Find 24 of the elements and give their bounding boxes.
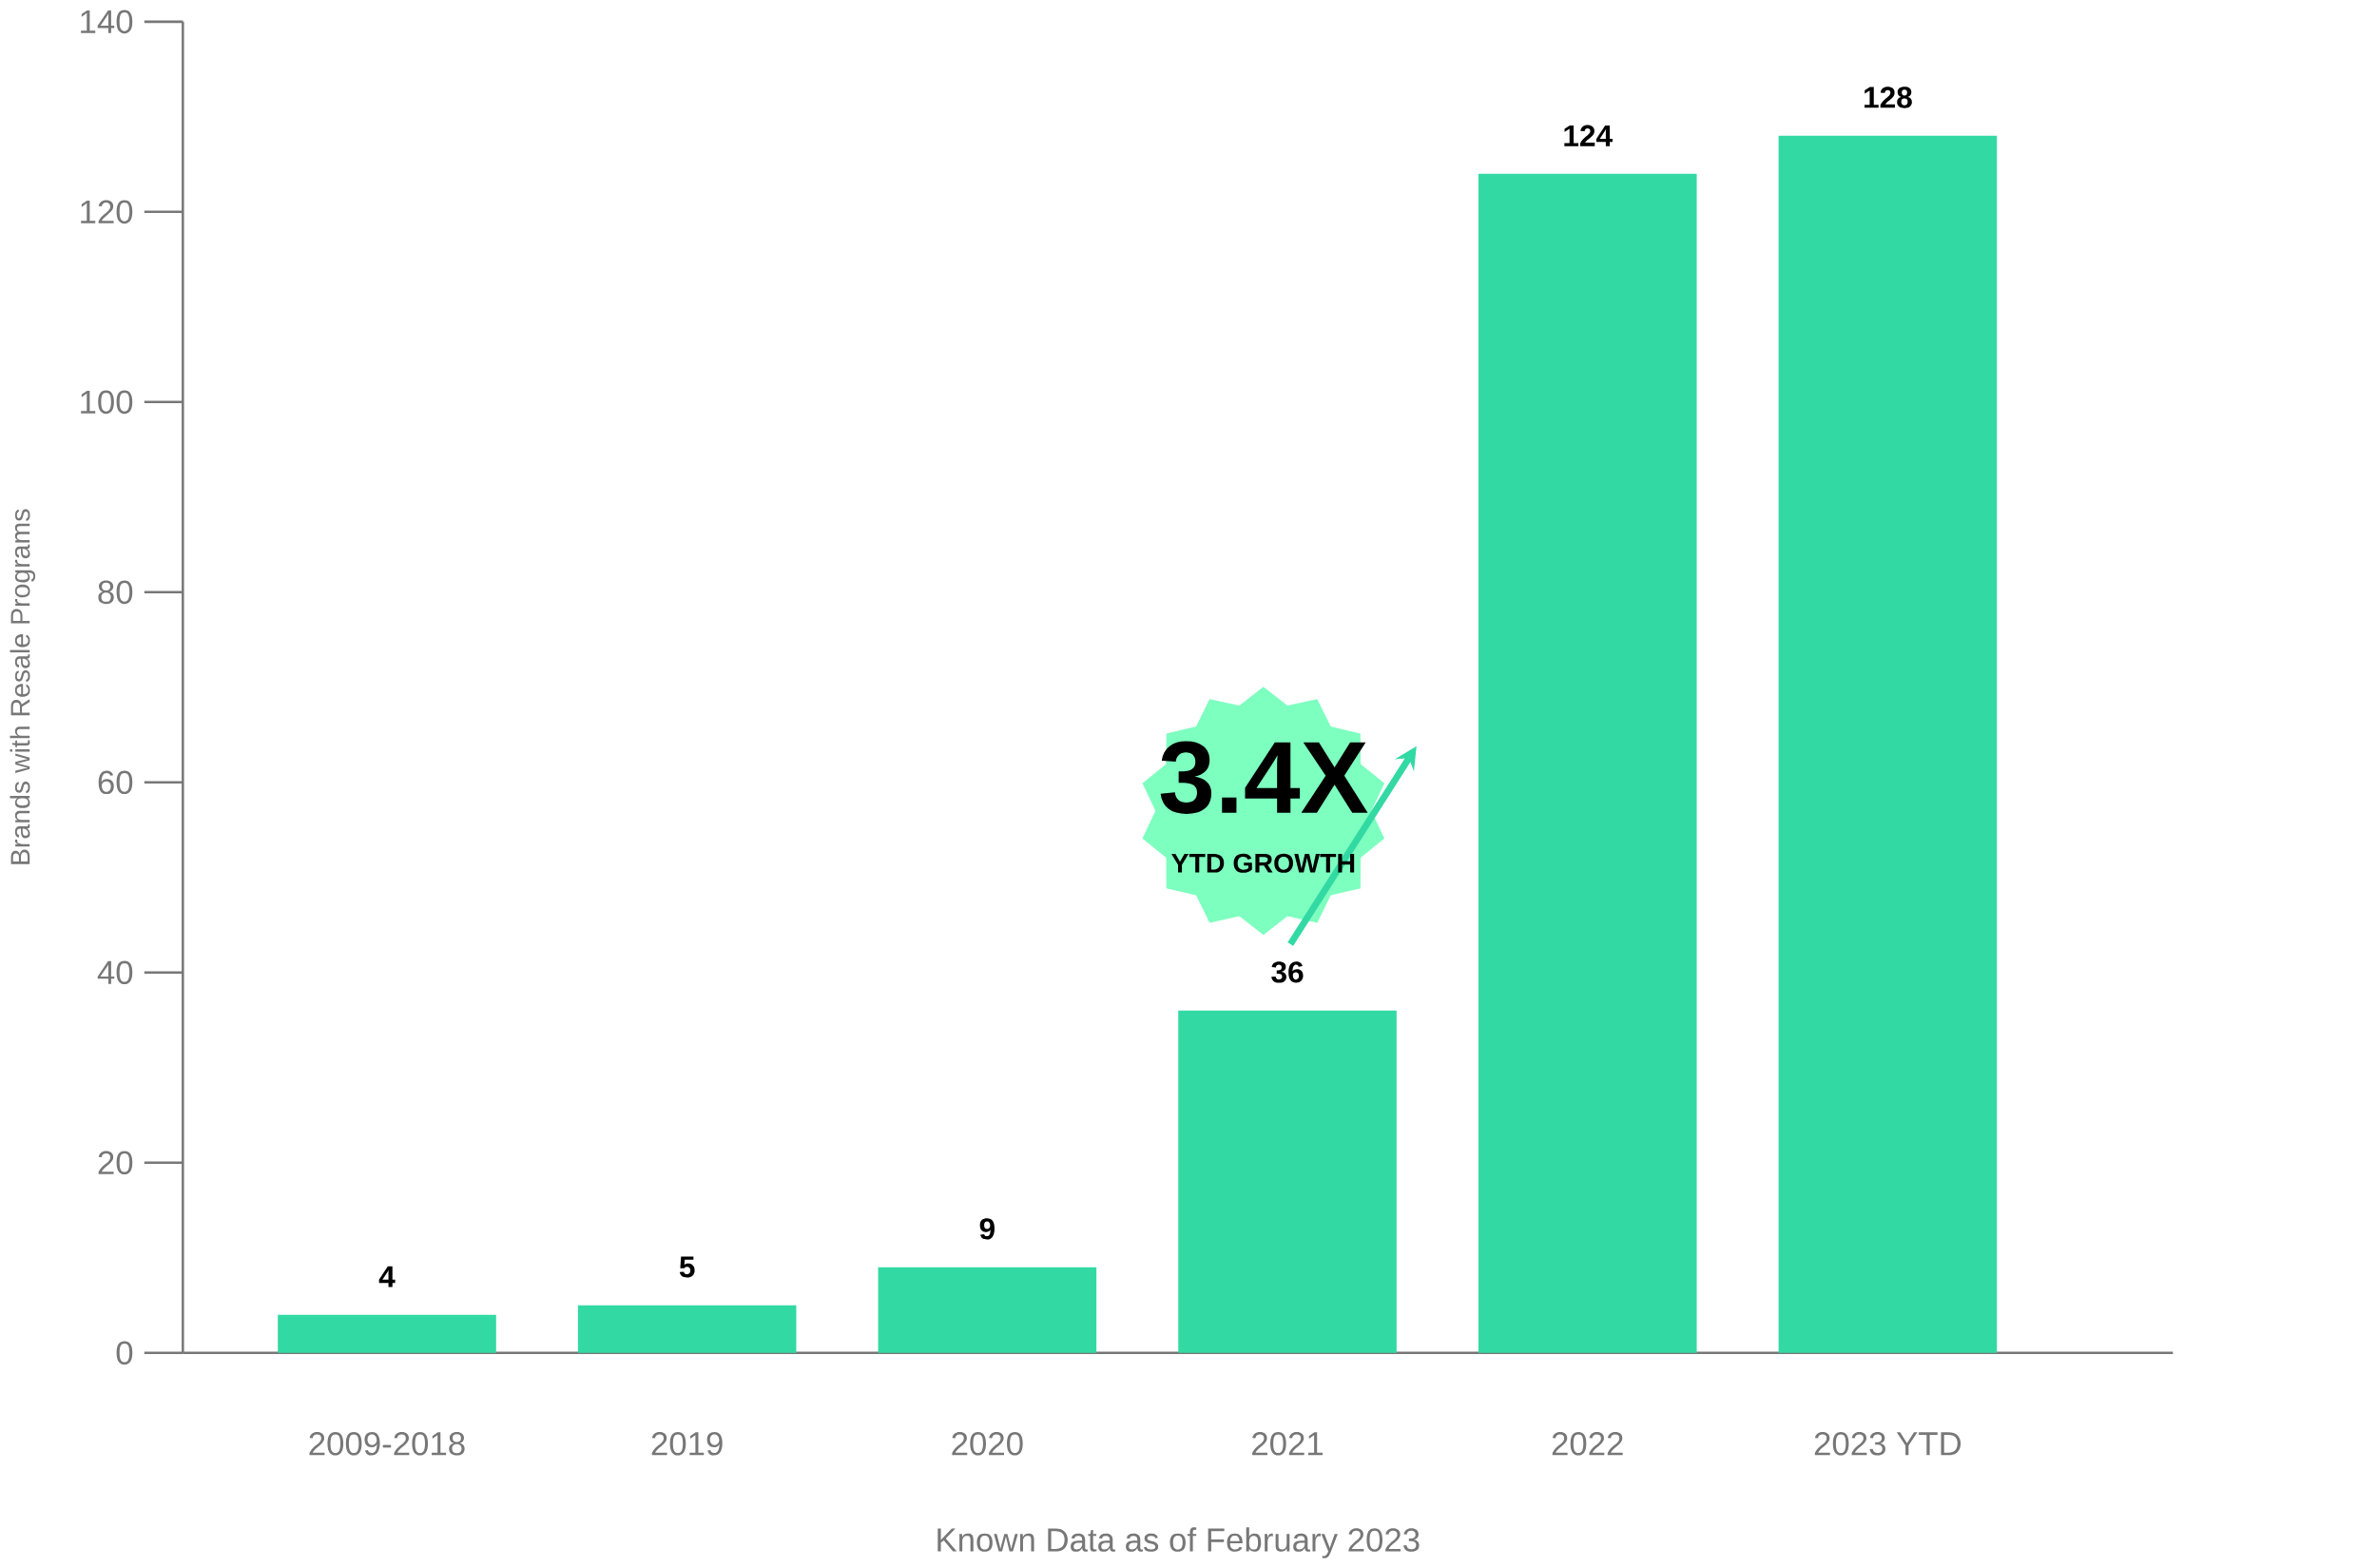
x-tick-label: 2019 bbox=[651, 1431, 723, 1456]
x-tick-label: 2023 YTD bbox=[1814, 1431, 1962, 1456]
y-tick-label: 100 bbox=[81, 390, 133, 415]
y-tick-label: 20 bbox=[98, 1151, 133, 1174]
annotation: YTD GROWTH bbox=[1171, 853, 1355, 873]
data-label: 128 bbox=[1865, 87, 1912, 108]
annotation: 3.4X bbox=[1160, 741, 1368, 814]
data-label: 4 bbox=[378, 1266, 396, 1287]
y-tick-label: 140 bbox=[81, 10, 133, 34]
y-tick-label: 120 bbox=[81, 200, 133, 224]
x-tick-label: 2022 bbox=[1552, 1431, 1623, 1456]
data-label: 5 bbox=[679, 1256, 695, 1278]
data-label: 124 bbox=[1564, 125, 1613, 146]
x-axis-title: Known Data as of February 2023 bbox=[937, 1527, 1420, 1558]
data-label: 36 bbox=[1271, 961, 1304, 983]
y-tick-label: 80 bbox=[98, 580, 133, 604]
y-tick-label: 40 bbox=[97, 960, 133, 984]
y-tick-label: 0 bbox=[116, 1341, 133, 1365]
y-axis-title: Brands with Resale Programs bbox=[10, 509, 36, 864]
x-tick-label: 2009-2018 bbox=[309, 1431, 465, 1456]
x-tick-label: 2020 bbox=[952, 1431, 1023, 1456]
x-tick-label: 2021 bbox=[1252, 1431, 1324, 1456]
data-label: 9 bbox=[979, 1218, 995, 1240]
y-tick-label: 60 bbox=[98, 770, 133, 794]
